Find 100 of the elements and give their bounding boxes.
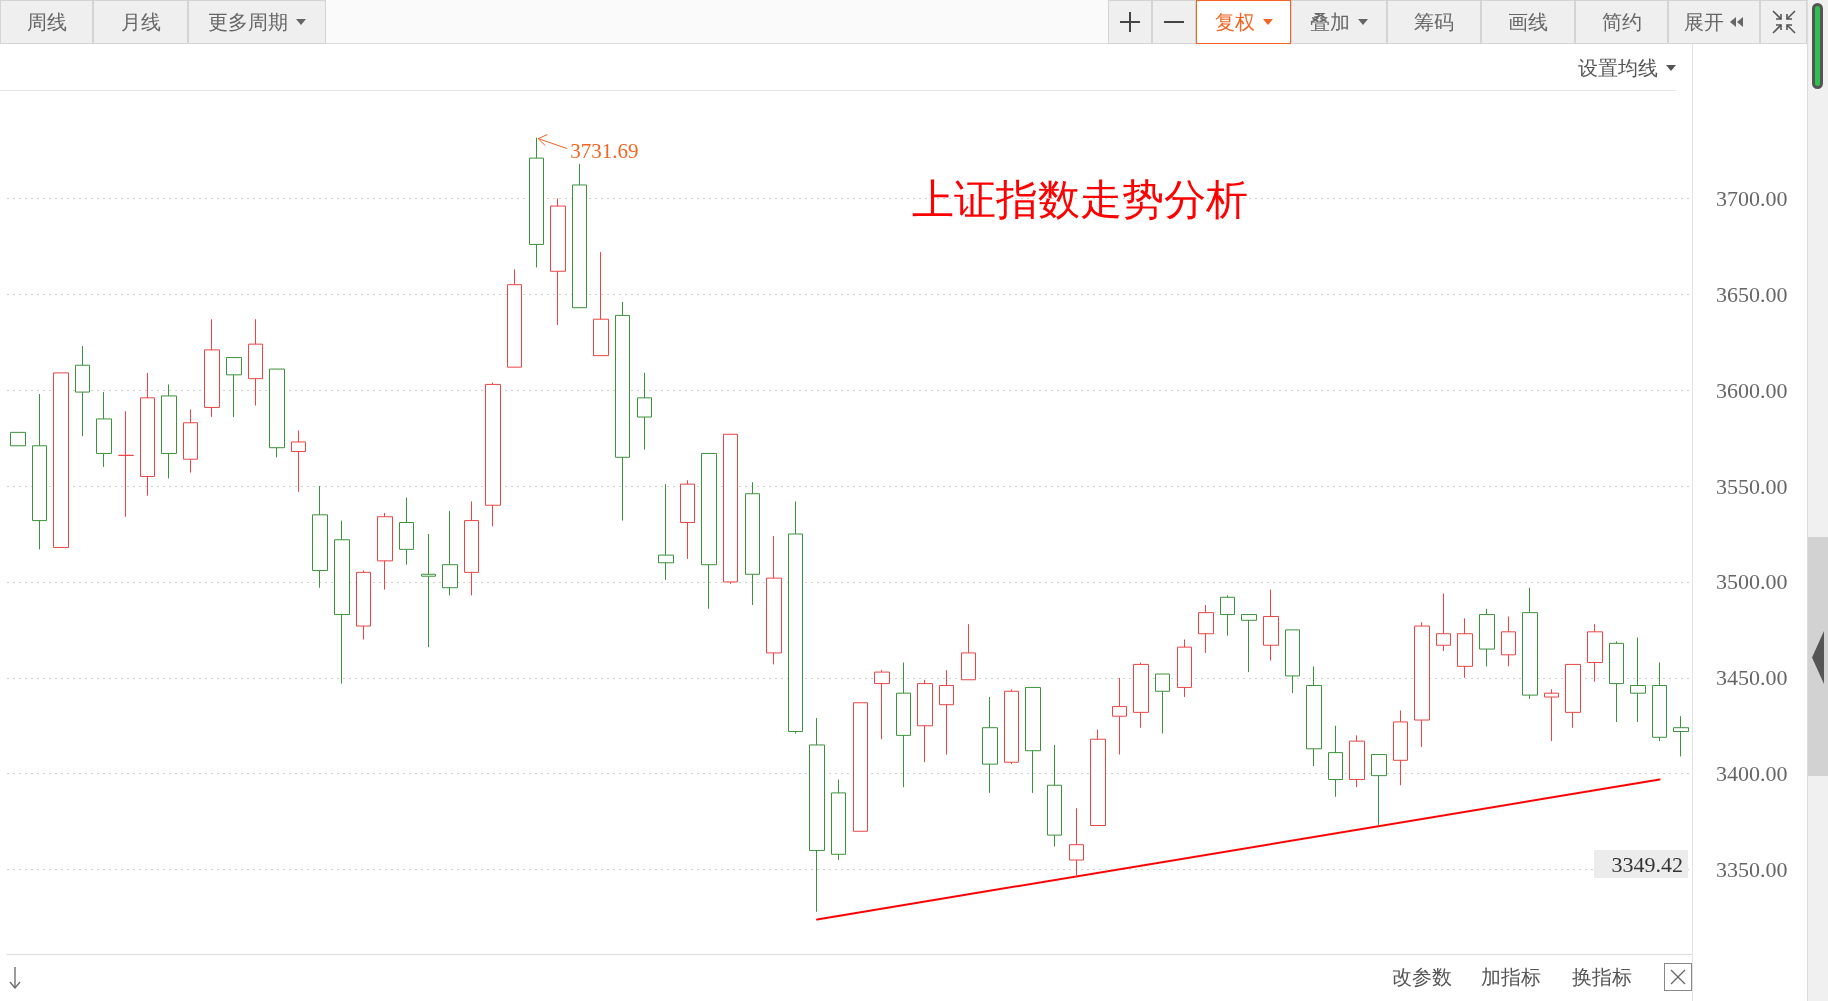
candlestick xyxy=(10,431,26,447)
candlestick xyxy=(1587,623,1603,683)
candlestick xyxy=(1220,594,1235,637)
candlestick xyxy=(1479,608,1495,667)
candlestick xyxy=(1177,638,1192,698)
candlestick xyxy=(1501,615,1516,667)
candlestick xyxy=(917,679,933,763)
candlestick xyxy=(1609,640,1624,723)
candlestick xyxy=(118,410,134,518)
candlestick xyxy=(1630,637,1646,723)
y-tick-label: 3600.00 xyxy=(1716,377,1788,403)
candlestick xyxy=(896,662,911,788)
candlestick xyxy=(766,535,782,665)
candlestick xyxy=(1328,725,1343,798)
candlestick xyxy=(1371,754,1387,827)
candlestick xyxy=(550,197,566,326)
candlestick xyxy=(183,408,198,474)
button: 画线 xyxy=(1481,0,1575,44)
candlestick xyxy=(1306,665,1322,767)
candlestick xyxy=(1414,621,1430,748)
y-tick-label: 3350.00 xyxy=(1716,857,1788,883)
button: 简约 xyxy=(1575,0,1668,44)
candlestick xyxy=(637,372,652,451)
y-tick-label: 3700.00 xyxy=(1716,185,1788,211)
candlestick xyxy=(723,433,738,585)
candlestick xyxy=(1047,744,1062,848)
candlestick xyxy=(680,479,695,560)
candlestick xyxy=(1025,686,1041,794)
button: 叠加 xyxy=(1291,0,1387,44)
candlestick xyxy=(377,512,393,591)
candlestick xyxy=(1198,604,1214,654)
candlestick xyxy=(1090,729,1106,827)
candlestick xyxy=(53,372,69,548)
candlestick xyxy=(269,368,285,458)
button: 筹码 xyxy=(1387,0,1481,44)
y-tick-label: 3450.00 xyxy=(1716,665,1788,691)
candlestick xyxy=(1673,715,1689,757)
candlestick xyxy=(1522,587,1538,700)
candlestick xyxy=(1544,688,1559,742)
candlestick xyxy=(1349,734,1365,788)
candlestick xyxy=(615,301,630,522)
candlestick xyxy=(658,483,674,581)
candlestick xyxy=(1155,673,1170,734)
candlestick xyxy=(248,318,263,407)
candlestick xyxy=(356,569,371,640)
candlestick xyxy=(140,372,155,497)
text: 换指标 xyxy=(1572,965,1632,990)
candlestick xyxy=(312,485,328,589)
annotation: 3349.42 xyxy=(1611,851,1683,877)
text: 改参数 xyxy=(1392,965,1452,990)
candlestick xyxy=(853,702,868,832)
candlestick xyxy=(1652,662,1667,742)
candlestick xyxy=(745,481,760,606)
candlestick xyxy=(874,669,890,740)
candlestick xyxy=(1069,807,1084,878)
text: 上证指数走势分析 xyxy=(912,177,1248,223)
candlestick xyxy=(1112,677,1127,756)
candlestick xyxy=(334,520,350,685)
candlestick xyxy=(1457,617,1473,679)
candlestick xyxy=(1263,589,1279,662)
button: 月线 xyxy=(93,0,188,44)
candlestick xyxy=(32,393,47,550)
button: 展开 xyxy=(1668,0,1760,44)
candlestick xyxy=(421,533,436,648)
candlestick xyxy=(507,268,522,368)
candlestick xyxy=(831,778,846,861)
candlestick xyxy=(809,717,825,913)
y-tick-label: 3400.00 xyxy=(1716,761,1788,787)
candlestick xyxy=(399,497,414,566)
candlestick xyxy=(1004,688,1019,765)
annotation: 3731.69 xyxy=(570,138,639,163)
candlestick xyxy=(701,452,717,610)
candlestick xyxy=(1436,592,1451,652)
candlestick xyxy=(291,429,306,493)
candlestick xyxy=(485,382,501,527)
candlestick xyxy=(464,500,479,596)
y-tick-label: 3650.00 xyxy=(1716,281,1788,307)
candlestick xyxy=(788,500,803,734)
candlestick xyxy=(593,251,609,357)
y-tick-label: 3500.00 xyxy=(1716,569,1788,595)
candlestick xyxy=(75,345,90,437)
candlestick xyxy=(1393,709,1408,786)
button: 复权 xyxy=(1196,0,1291,44)
candlestick xyxy=(982,696,998,794)
candlestick xyxy=(1241,614,1257,673)
candlestick xyxy=(442,510,458,596)
candlestick xyxy=(572,163,587,309)
candlestick xyxy=(1285,629,1300,694)
button: 更多周期 xyxy=(188,0,326,44)
candlestick xyxy=(961,623,976,681)
text: 设置均线 xyxy=(1578,55,1658,81)
y-tick-label: 3550.00 xyxy=(1716,473,1788,499)
candlestick xyxy=(1565,663,1581,729)
candlestick xyxy=(939,669,954,756)
candlestick xyxy=(226,357,242,418)
candlestick xyxy=(204,318,220,418)
candlestick xyxy=(1133,662,1149,729)
text: 加指标 xyxy=(1481,965,1541,990)
candlestick xyxy=(96,391,112,468)
candlestick xyxy=(161,383,177,479)
